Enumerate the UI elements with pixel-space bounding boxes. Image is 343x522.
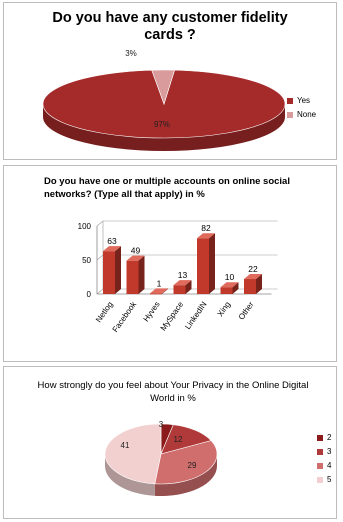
legend-label: Yes	[297, 96, 311, 105]
chart-title: How strongly do you feel about Your Priv…	[37, 380, 309, 404]
bar	[197, 238, 209, 294]
data-label: 3	[159, 420, 164, 429]
data-label: 10	[225, 272, 235, 282]
bar-top	[244, 274, 262, 280]
legend-item: Yes	[287, 96, 316, 105]
pie-slice-side	[105, 454, 155, 496]
legend-swatch-3	[317, 448, 323, 455]
pie-chart-privacy: 3 12 29 41	[104, 420, 218, 496]
x-tick-label: Other	[237, 300, 256, 322]
chart-panel-social: Do you have one or multiple accounts on …	[3, 165, 337, 362]
legend-item: None	[287, 110, 316, 119]
bar-side	[256, 274, 262, 294]
pie-slice-side	[43, 104, 285, 151]
data-label: 29	[188, 461, 197, 470]
legend-label: None	[297, 110, 317, 119]
legend-item: 2	[317, 433, 331, 442]
pie-chart-fidelity: 97% 3%	[42, 49, 286, 151]
bar-side	[209, 233, 215, 294]
bar	[173, 285, 186, 294]
legend-swatch-2	[317, 434, 323, 441]
chart-panel-privacy: How strongly do you feel about Your Priv…	[3, 366, 337, 519]
bar-side	[138, 255, 145, 294]
y-tick-label: 50	[82, 256, 91, 265]
data-label: 82	[201, 223, 211, 233]
x-tick-label: LinkedIN	[183, 300, 209, 331]
legend-label: 3	[327, 447, 332, 456]
legend-label: 5	[327, 475, 332, 484]
x-tick-label: MySpace	[159, 300, 186, 333]
data-label: 1	[157, 278, 162, 288]
bar-top	[220, 282, 239, 288]
bar-top	[197, 233, 215, 239]
x-tick-label: Facebook	[111, 299, 139, 334]
chart-legend: Yes None	[287, 96, 316, 124]
pie-slice	[104, 423, 162, 485]
chart-title: Do you have any customer fidelity cards …	[52, 10, 288, 43]
bar-top	[173, 280, 192, 286]
bar-top	[126, 255, 145, 261]
bar	[220, 287, 233, 294]
y-tick-label: 100	[78, 222, 92, 231]
x-tick-label: Hyves	[142, 300, 162, 323]
bar	[244, 279, 256, 294]
chart-title: Do you have one or multiple accounts on …	[44, 176, 290, 200]
x-tick-label: Netlog	[94, 300, 115, 324]
bar-side	[115, 246, 121, 294]
legend-swatch-5	[317, 476, 323, 483]
bar-side	[185, 280, 192, 294]
data-label: 13	[178, 270, 188, 280]
pie-slice	[151, 69, 175, 105]
legend-swatch-none	[287, 111, 293, 118]
legend-swatch-yes	[287, 97, 293, 104]
legend-swatch-4	[317, 462, 323, 469]
data-label: 12	[174, 435, 183, 444]
data-label: 41	[121, 441, 130, 450]
x-tick-label: Xing	[216, 300, 233, 318]
legend-label: 4	[327, 461, 332, 470]
data-label: 97%	[154, 120, 170, 129]
data-label: 22	[248, 264, 258, 274]
data-label: 63	[107, 236, 117, 246]
bar-chart-social: 0 50 100 63 Netlog 49 Facebook 1 Hyves 13 MySpace 8…	[78, 220, 278, 334]
bar-side	[232, 282, 239, 294]
chart-legend: 2 3 4 5	[317, 433, 331, 489]
bar	[150, 293, 162, 295]
gridline	[96, 254, 104, 261]
bar	[103, 251, 115, 294]
legend-item: 5	[317, 475, 331, 484]
bar	[126, 260, 139, 294]
legend-item: 3	[317, 447, 331, 456]
gridline	[96, 288, 104, 295]
bar-side	[162, 288, 168, 294]
data-label: 49	[131, 246, 141, 256]
legend-item: 4	[317, 461, 331, 470]
pie-slice-side	[154, 454, 217, 496]
chart-panel-fidelity: Do you have any customer fidelity cards …	[3, 2, 337, 160]
gridline	[96, 220, 104, 227]
bar-top	[103, 246, 121, 252]
y-tick-label: 0	[87, 290, 92, 299]
data-label: 3%	[125, 49, 137, 58]
pie-slice	[154, 440, 218, 485]
legend-label: 2	[327, 433, 332, 442]
bar-top	[150, 288, 168, 294]
